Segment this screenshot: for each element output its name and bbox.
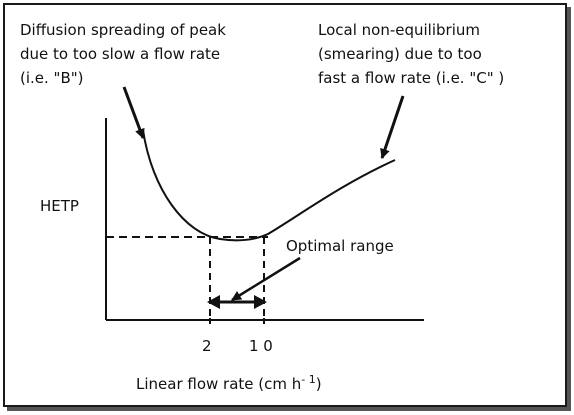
optimal-range-label: Optimal range <box>286 237 394 255</box>
left-pointer-arrow <box>122 86 145 139</box>
right-annotation-line-3: fast a flow rate (i.e. "C" ) <box>318 69 505 87</box>
left-annotation-line-2: due to too slow a flow rate <box>20 45 221 63</box>
x-axis-label-close: ) <box>315 375 322 393</box>
right-annotation-line-2: (smearing) due to too <box>318 45 482 63</box>
figure-frame <box>3 3 567 407</box>
x-axis-unit-exponent: - 1 <box>301 373 316 386</box>
optimal-arrowhead-right <box>254 295 267 309</box>
x-axis-label: Linear flow rate (cm h- 1) <box>136 370 322 394</box>
hetp-curve <box>142 129 396 242</box>
right-pointer-arrow <box>380 95 405 159</box>
left-annotation-line-1: Diffusion spreading of peak <box>20 21 226 39</box>
x-tick-label-left: 2 <box>202 337 212 355</box>
optimal-pointer-line <box>231 256 301 302</box>
y-axis-label: HETP <box>40 197 79 215</box>
right-annotation-line-1: Local non-equilibrium <box>318 21 480 39</box>
optimal-arrowhead-left <box>207 295 220 309</box>
left-annotation-line-3: (i.e. "B") <box>20 69 84 87</box>
x-tick-label-right: 1 0 <box>249 337 273 355</box>
x-axis-label-text: Linear flow rate (cm h <box>136 375 302 393</box>
